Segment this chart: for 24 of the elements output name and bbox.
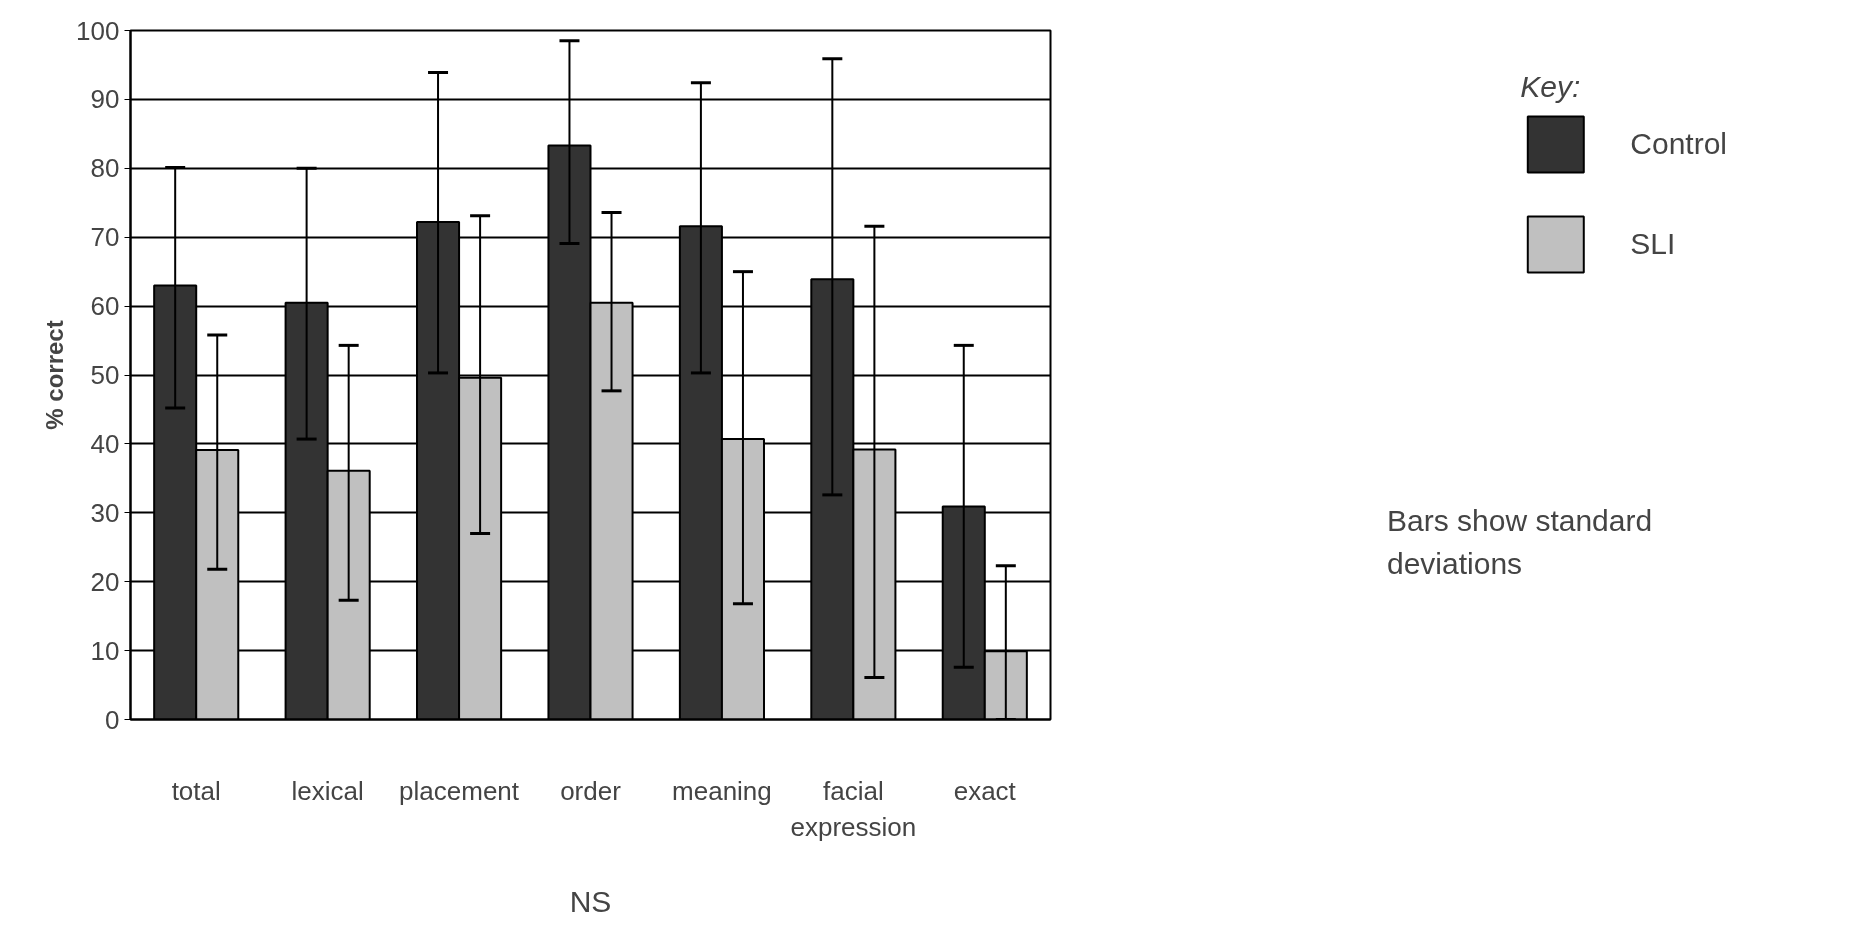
x-tick-label: total	[171, 775, 221, 806]
y-tick-label: 20	[90, 566, 120, 597]
y-tick-label: 80	[90, 153, 120, 184]
y-tick-label: 30	[90, 497, 120, 528]
x-tick-label: placement	[399, 775, 520, 806]
x-axis-title: NS	[569, 884, 612, 918]
y-tick-label: 70	[90, 222, 120, 253]
y-tick-label: 100	[76, 15, 120, 46]
y-tick-label: 40	[90, 428, 120, 459]
y-tick-label: 50	[90, 360, 120, 390]
x-tick-label: exact	[953, 775, 1017, 806]
x-tick-label: lexical	[291, 775, 364, 806]
y-tick-label: 0	[105, 704, 120, 735]
legend-label: Control	[1630, 127, 1727, 161]
y-tick-label: 60	[90, 291, 120, 322]
text: Bars show standard deviations	[1387, 503, 1654, 582]
y-axis-title: % correct	[41, 320, 69, 430]
x-tick-label: order	[560, 775, 622, 806]
legend-title: Key:	[1520, 70, 1582, 104]
legend-label: SLI	[1630, 227, 1676, 261]
y-tick-label: 10	[90, 635, 120, 666]
x-tick-label: facial expression	[790, 775, 917, 842]
x-tick-label: meaning	[672, 775, 772, 806]
y-tick-label: 90	[90, 84, 120, 115]
